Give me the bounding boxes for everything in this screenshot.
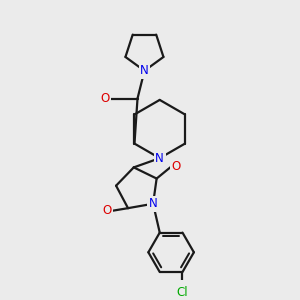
Text: N: N: [140, 64, 149, 77]
Text: N: N: [149, 197, 158, 210]
Text: O: O: [171, 160, 181, 172]
Text: N: N: [155, 152, 164, 165]
Text: Cl: Cl: [177, 286, 188, 299]
Text: O: O: [100, 92, 110, 105]
Text: O: O: [103, 204, 112, 218]
